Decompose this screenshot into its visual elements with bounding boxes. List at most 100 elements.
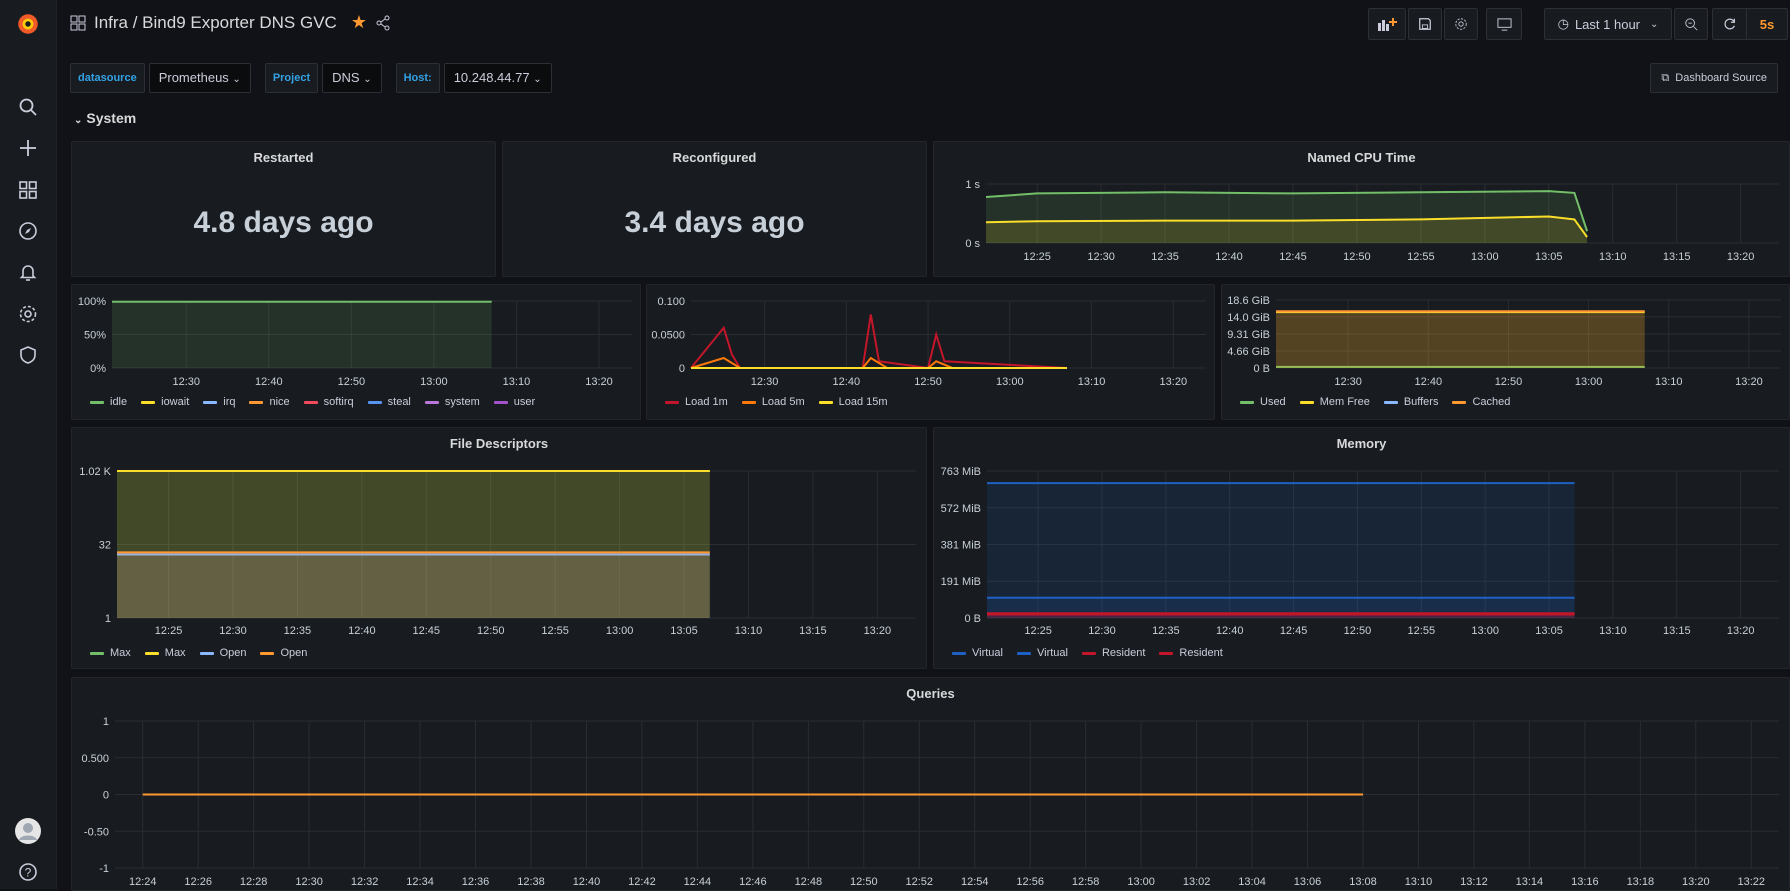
x-tick-label: 12:40 bbox=[1415, 376, 1443, 388]
legend-item[interactable]: Open bbox=[199, 647, 246, 659]
legend-item[interactable]: softirq bbox=[303, 396, 354, 408]
legend-item[interactable]: Virtual bbox=[1016, 647, 1068, 659]
legend-item[interactable]: Resident bbox=[1159, 647, 1223, 659]
y-tick-label: 1 s bbox=[965, 179, 980, 191]
legend-item[interactable]: Mem Free bbox=[1299, 396, 1370, 408]
y-tick-label: 763 MiB bbox=[941, 466, 981, 478]
user-avatar[interactable] bbox=[15, 818, 41, 844]
panel-memory-usage[interactable]: 18.6 GiB 14.0 GiB 9.31 GiB 4.66 GiB 0 B 12:30… bbox=[1221, 284, 1790, 420]
clock-icon: ◷ bbox=[1557, 16, 1569, 31]
x-tick-label: 12:35 bbox=[284, 625, 312, 637]
x-tick-label: 13:00 bbox=[1575, 376, 1603, 388]
panel-title: File Descriptors bbox=[449, 436, 549, 451]
legend-item[interactable]: user bbox=[493, 396, 535, 408]
cycle-view-mode-button[interactable] bbox=[1486, 8, 1522, 40]
save-dashboard-button[interactable] bbox=[1408, 8, 1442, 40]
variable-value-host: 10.248.44.77 bbox=[453, 70, 530, 85]
x-tick-label: 12:40 bbox=[1215, 251, 1243, 263]
legend-swatch bbox=[303, 400, 318, 404]
x-tick-label: 12:40 bbox=[573, 876, 601, 888]
legend-label: idle bbox=[110, 396, 128, 408]
x-tick-label: 13:20 bbox=[1727, 625, 1755, 637]
variable-select-host[interactable]: 10.248.44.77 ⌄ bbox=[443, 63, 552, 93]
refresh-interval-label: 5s bbox=[1759, 16, 1775, 32]
y-tick-label: 50% bbox=[84, 330, 106, 342]
legend-label: Open bbox=[280, 647, 308, 659]
legend-swatch bbox=[424, 400, 439, 404]
grafana-logo-icon[interactable] bbox=[14, 10, 42, 38]
x-tick-label: 13:05 bbox=[1535, 625, 1563, 637]
cpu-mode-chart: 100% 50% 0% 12:30 12:40 12:50 13:00 13:10 13:20 bbox=[78, 296, 632, 388]
legend-item[interactable]: Load 5m bbox=[741, 396, 805, 408]
share-icon[interactable] bbox=[375, 15, 391, 31]
legend-label: nice bbox=[269, 396, 290, 408]
variable-select-project[interactable]: DNS ⌄ bbox=[322, 63, 382, 93]
x-tick-label: 13:12 bbox=[1460, 876, 1488, 888]
configuration-gear-icon[interactable] bbox=[16, 302, 40, 326]
legend-item[interactable]: idle bbox=[90, 396, 127, 408]
server-admin-shield-icon[interactable] bbox=[16, 343, 40, 367]
legend-swatch bbox=[141, 400, 156, 404]
legend-item[interactable]: steal bbox=[367, 396, 411, 408]
variable-label-project: Project bbox=[264, 63, 319, 93]
add-panel-button[interactable] bbox=[1368, 8, 1406, 40]
panel-file-descriptors[interactable]: File Descriptors 1.02 K 32 1 12:25 12:30 12:3… bbox=[71, 427, 927, 669]
refresh-interval-picker[interactable]: 5s bbox=[1746, 8, 1788, 40]
legend-item[interactable]: nice bbox=[249, 396, 290, 408]
series-area bbox=[117, 471, 710, 618]
time-picker-button[interactable]: ◷ Last 1 hour ⌄ bbox=[1544, 8, 1672, 40]
variable-select-datasource[interactable]: Prometheus ⌄ bbox=[148, 63, 251, 93]
dashboard-title[interactable]: Infra / Bind9 Exporter DNS GVC bbox=[94, 12, 337, 32]
panel-queries[interactable]: Queries 1 0.500 0 -0.50 -1 12:24 12:26 12:28 12:… bbox=[71, 677, 1790, 891]
x-tick-label: 12:28 bbox=[240, 876, 268, 888]
x-tick-label: 13:05 bbox=[1535, 251, 1563, 263]
y-tick-label: 0.100 bbox=[657, 296, 685, 308]
legend-item[interactable]: Max bbox=[90, 647, 131, 659]
legend-item[interactable]: Load 15m bbox=[818, 396, 888, 408]
series-line bbox=[985, 215, 1588, 238]
dashboards-icon[interactable] bbox=[16, 178, 40, 202]
help-icon[interactable]: ? bbox=[16, 860, 40, 884]
legend-swatch bbox=[260, 651, 275, 655]
legend-item[interactable]: Open bbox=[260, 647, 307, 659]
panel-cpu-mode[interactable]: 100% 50% 0% 12:30 12:40 12:50 13:00 13:10 13:20 … bbox=[71, 284, 641, 420]
create-plus-icon[interactable] bbox=[16, 136, 40, 160]
panel-restarted[interactable]: Restarted 4.8 days ago bbox=[71, 141, 496, 277]
legend-label: steal bbox=[387, 396, 411, 408]
panel-named-cpu-time[interactable]: Named CPU Time 1 s500 ms0 s12:2512:3012:… bbox=[933, 141, 1790, 277]
alerting-bell-icon[interactable] bbox=[16, 260, 40, 284]
x-tick-label: 13:20 bbox=[1682, 876, 1710, 888]
x-tick-label: 12:25 bbox=[1023, 251, 1051, 263]
legend-item[interactable]: Cached bbox=[1452, 396, 1510, 408]
x-tick-label: 12:35 bbox=[1152, 625, 1180, 637]
row-header-system[interactable]: ⌄ System bbox=[74, 110, 136, 126]
legend-swatch bbox=[90, 400, 104, 404]
zoom-out-button[interactable] bbox=[1674, 8, 1708, 40]
x-tick-label: 12:30 bbox=[1334, 376, 1362, 388]
series-area bbox=[112, 301, 492, 368]
legend-item[interactable]: Resident bbox=[1081, 647, 1145, 659]
named-cpu-time-chart: 1 s500 ms0 s12:2512:3012:3512:4012:4512:… bbox=[965, 179, 1779, 263]
dashboard-settings-button[interactable] bbox=[1444, 8, 1478, 40]
panel-reconfigured[interactable]: Reconfigured 3.4 days ago bbox=[502, 141, 927, 277]
panel-memory[interactable]: Memory 763 MiB 572 MiB 381 MiB 191 MiB 0 B 12… bbox=[933, 427, 1790, 669]
legend-item[interactable]: iowait bbox=[141, 396, 189, 408]
star-icon[interactable]: ★ bbox=[350, 12, 367, 32]
chevron-down-icon: ⌄ bbox=[74, 115, 83, 126]
legend-item[interactable]: irq bbox=[203, 396, 235, 408]
search-icon[interactable] bbox=[16, 95, 40, 119]
legend-swatch bbox=[90, 651, 104, 655]
explore-compass-icon[interactable] bbox=[16, 219, 40, 243]
dashboard-source-link[interactable]: ⧉ Dashboard Source bbox=[1650, 63, 1778, 93]
legend-item[interactable]: system bbox=[424, 396, 480, 408]
legend-item[interactable]: Load 1m bbox=[665, 396, 728, 408]
x-tick-label: 13:15 bbox=[1663, 251, 1691, 263]
legend-item[interactable]: Buffers bbox=[1383, 396, 1438, 408]
legend-item[interactable]: Max bbox=[144, 647, 186, 659]
queries-chart: 1 0.500 0 -0.50 -1 12:24 12:26 12:28 12:30 12:32 1… bbox=[81, 716, 1779, 888]
variable-label-datasource: datasource bbox=[70, 63, 145, 93]
refresh-button[interactable] bbox=[1712, 8, 1748, 40]
legend-item[interactable]: Virtual bbox=[952, 647, 1003, 659]
legend-item[interactable]: Used bbox=[1240, 396, 1286, 408]
panel-load[interactable]: 0.100 0.0500 0 12:30 12:40 12:50 13:00 13:10 13:… bbox=[646, 284, 1215, 420]
